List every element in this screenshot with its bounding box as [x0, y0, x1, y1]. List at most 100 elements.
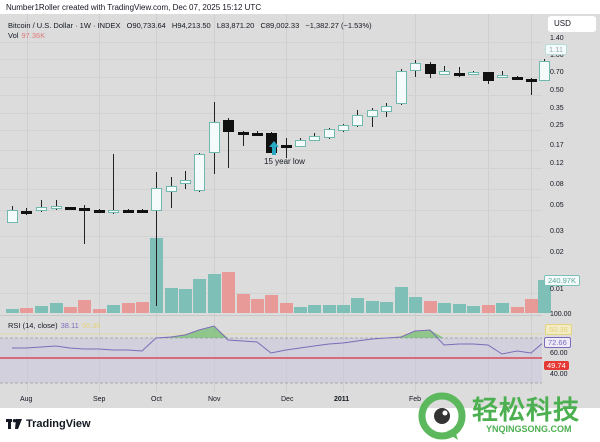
candle-body: [497, 75, 508, 78]
candle-body: [425, 64, 436, 74]
grid-line: [0, 293, 542, 294]
candle-wick: [286, 138, 287, 158]
candle-wick: [156, 172, 157, 306]
volume-bar: [165, 288, 178, 313]
volume-bar: [366, 301, 379, 313]
price-tick: 0.02: [550, 249, 564, 256]
grid-line: [0, 130, 542, 131]
rsi-tick: 40.00: [550, 371, 568, 378]
volume-bar: [179, 289, 192, 313]
volume-legend[interactable]: Vol 97.36K: [8, 31, 45, 40]
low-value: L83,871.20: [216, 21, 255, 30]
currency-button[interactable]: USD: [548, 16, 596, 32]
volume-label: Vol: [8, 31, 19, 40]
candle-body: [539, 61, 550, 81]
watermark-text: 轻松科技: [472, 396, 581, 426]
watermark-subtext: YNQINGSONG.COM: [486, 424, 572, 434]
candle-body: [94, 210, 105, 213]
volume-bar: [93, 309, 106, 313]
candle-wick: [84, 205, 85, 244]
grid-line: [0, 77, 542, 78]
price-plot[interactable]: Bitcoin / U.S. Dollar · 1W · INDEX O90,7…: [0, 14, 551, 408]
grid-line: [415, 14, 416, 392]
rsi-pane[interactable]: RSI (14, close) 38.11 50.36: [0, 315, 542, 392]
volume-bar: [467, 306, 480, 313]
rsi-legend[interactable]: RSI (14, close) 38.11 50.36: [8, 321, 101, 330]
rsi-band-badge: 49.74: [544, 361, 569, 370]
watermark: 轻松科技 YNQINGSONG.COM: [416, 390, 600, 442]
candle-body: [281, 145, 292, 148]
open-value: O90,733.64: [126, 21, 166, 30]
volume-bar: [237, 294, 250, 313]
volume-bar: [222, 272, 235, 313]
volume-bar: [20, 308, 33, 313]
up-arrow-icon: [269, 141, 279, 155]
x-label: Oct: [151, 396, 162, 403]
candle-body: [166, 186, 177, 192]
grid-line: [0, 59, 542, 60]
grid-line: [286, 14, 287, 392]
volume-bar: [251, 299, 264, 313]
candle-wick: [56, 200, 57, 210]
grid-line: [214, 14, 215, 392]
x-label: Nov: [208, 396, 221, 403]
price-tick: 0.17: [550, 142, 564, 149]
candle-body: [252, 133, 263, 136]
candle-wick: [41, 200, 42, 212]
change-value: −1,382.27 (−1.53%): [305, 21, 372, 30]
grid-line: [99, 14, 100, 392]
candle-body: [194, 154, 205, 191]
grid-line: [0, 42, 542, 43]
grid-line: [531, 14, 532, 392]
volume-bar: [208, 274, 221, 313]
grid-line: [0, 210, 542, 211]
price-tick: 0.70: [550, 69, 564, 76]
grid-line: [0, 189, 542, 190]
chart-frame[interactable]: Bitcoin / U.S. Dollar · 1W · INDEX O90,7…: [0, 14, 600, 408]
candle-body: [468, 72, 479, 75]
candle-body: [209, 122, 220, 153]
grid-line: [27, 14, 28, 392]
candle-wick: [243, 131, 244, 146]
candle-wick: [113, 154, 114, 214]
rsi-ma-value: 50.36: [81, 321, 101, 330]
candle-body: [410, 63, 421, 71]
grid-line: [0, 236, 542, 237]
grid-line: [343, 14, 344, 392]
x-label: Feb: [409, 396, 422, 403]
candle-body: [454, 73, 465, 76]
volume-bar: [50, 303, 63, 313]
candle-body: [396, 71, 407, 104]
rsi-last-badge: 72.66: [544, 337, 571, 348]
volume-badge: 240.97K: [544, 275, 580, 286]
rsi-ma-badge: 50.36: [545, 324, 572, 335]
time-axis[interactable]: Aug Sep Oct Nov Dec 2011 Feb: [0, 394, 542, 408]
volume-bar: [482, 305, 495, 313]
candle-body: [137, 210, 148, 213]
volume-bar: [122, 303, 135, 313]
rsi-chart: [0, 325, 542, 384]
candle-body: [51, 206, 62, 209]
grid-line: [0, 257, 542, 258]
tradingview-logo[interactable]: TradingView: [6, 418, 91, 430]
volume-bar: [380, 302, 393, 313]
volume-bar: [193, 279, 206, 313]
grid-line: [0, 113, 542, 114]
candle-body: [180, 180, 191, 184]
volume-bar: [64, 307, 77, 313]
volume-bar: [538, 280, 551, 313]
volume-bar: [308, 305, 321, 313]
grid-line: [0, 168, 542, 169]
candle-body: [151, 188, 162, 211]
x-label: 2011: [334, 396, 350, 403]
volume-bar: [496, 303, 509, 313]
candle-body: [223, 120, 234, 132]
tradingview-logo-icon: [6, 419, 22, 429]
candle-body: [526, 79, 537, 82]
volume-bar: [525, 299, 538, 313]
price-tick: 1.40: [550, 35, 564, 42]
candle-body: [483, 72, 494, 81]
symbol-legend[interactable]: Bitcoin / U.S. Dollar · 1W · INDEX O90,7…: [8, 21, 376, 30]
candle-wick: [171, 177, 172, 208]
high-value: H94,213.50: [171, 21, 211, 30]
